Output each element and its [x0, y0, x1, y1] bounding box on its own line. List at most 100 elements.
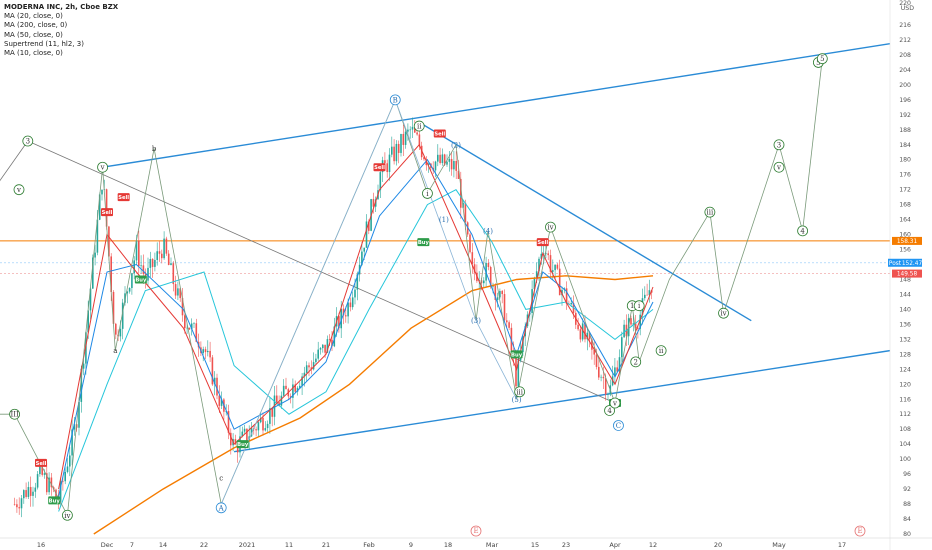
candle	[552, 270, 554, 272]
buy-signal: Buy	[134, 275, 147, 284]
y-tick-label: 92	[903, 486, 911, 493]
candle	[621, 337, 623, 358]
candle	[174, 284, 177, 296]
candle	[425, 159, 428, 166]
wave-text: C	[616, 422, 621, 430]
candle	[66, 466, 69, 472]
y-tick-label: 148	[899, 277, 911, 284]
signal-label: Sell	[374, 165, 385, 171]
candle	[296, 387, 299, 392]
wave-text: iv	[64, 512, 70, 520]
candle	[216, 377, 218, 396]
candle	[407, 129, 409, 132]
wave-label: iv	[545, 221, 556, 233]
candle	[301, 376, 303, 386]
candle	[319, 348, 322, 350]
candle	[89, 288, 92, 311]
candle	[363, 247, 365, 252]
y-tick-label: 132	[899, 336, 911, 343]
candle	[395, 143, 398, 162]
price-label: Post	[888, 258, 902, 267]
candle	[340, 308, 342, 329]
candle	[308, 365, 310, 368]
wave-path-abc	[220, 98, 517, 505]
x-tick-label: 9	[409, 541, 413, 549]
candle	[213, 377, 216, 385]
wave-circle	[422, 188, 433, 199]
y-tick-label: 104	[899, 441, 911, 448]
candle	[220, 399, 223, 406]
candle	[59, 481, 62, 502]
wave-text: 5	[816, 59, 820, 67]
wave-text: iv	[547, 224, 553, 232]
candle	[644, 294, 646, 299]
candle	[618, 357, 621, 372]
wave-text: (5)	[512, 396, 522, 404]
candle	[276, 395, 278, 403]
candle	[29, 487, 32, 496]
sell-signal: Sell	[117, 193, 130, 202]
wave-label: v	[609, 397, 621, 409]
candle	[423, 157, 425, 160]
y-tick-label: 176	[899, 172, 911, 179]
candle	[540, 253, 543, 259]
candle	[361, 251, 363, 265]
ma-50-line	[58, 189, 654, 512]
y-tick-label: 212	[899, 37, 911, 44]
wave-text: (4)	[483, 227, 493, 235]
buy-signal: Buy	[236, 440, 249, 449]
wave-text: i	[426, 190, 429, 198]
signal-label: Buy	[237, 442, 249, 448]
candle	[623, 324, 625, 338]
wave-label: v	[13, 184, 25, 196]
signal-label: Buy	[511, 352, 523, 358]
candle	[266, 423, 269, 429]
wave-label: 2	[630, 356, 642, 368]
x-tick-label: Dec	[101, 541, 114, 549]
candle	[595, 354, 598, 367]
y-tick-label: 180	[899, 157, 911, 164]
candle	[345, 315, 347, 317]
x-tick-label: 14	[159, 541, 167, 549]
candle	[577, 324, 579, 330]
candle	[384, 160, 386, 164]
wave-text: v	[776, 164, 781, 172]
price-label: 158.31	[892, 236, 922, 245]
candle	[255, 429, 257, 431]
x-tick-label: 23	[562, 541, 570, 549]
y-tick-label: 136	[899, 321, 911, 328]
candle	[434, 161, 437, 171]
candle	[453, 161, 455, 170]
wave-text: a	[113, 347, 117, 355]
wave-text: III	[10, 411, 19, 419]
candle	[92, 257, 94, 289]
sell-signal: Sell	[101, 208, 113, 217]
candle	[94, 252, 96, 258]
wave-circle	[718, 307, 729, 319]
candle	[46, 473, 48, 493]
candle	[179, 288, 181, 299]
candle	[342, 308, 345, 316]
candle	[547, 253, 549, 256]
candle	[616, 367, 618, 372]
earnings-marker: E	[470, 525, 482, 537]
candle	[349, 302, 352, 308]
candle	[312, 362, 315, 370]
candle	[20, 498, 23, 509]
candle	[499, 290, 501, 298]
candle	[554, 264, 556, 271]
wave-label: C	[613, 420, 624, 431]
candle	[533, 278, 536, 290]
candle	[101, 189, 103, 195]
candle	[317, 349, 319, 359]
candle	[556, 264, 559, 269]
candle	[108, 226, 110, 257]
candle	[637, 327, 639, 329]
wave-circle	[704, 206, 716, 218]
trend-lines	[0, 43, 891, 453]
wave-label: ii	[655, 345, 667, 357]
price-labels: 158.31 Post 152.47 149.58	[888, 236, 922, 278]
x-tick-label: 15	[531, 541, 539, 549]
